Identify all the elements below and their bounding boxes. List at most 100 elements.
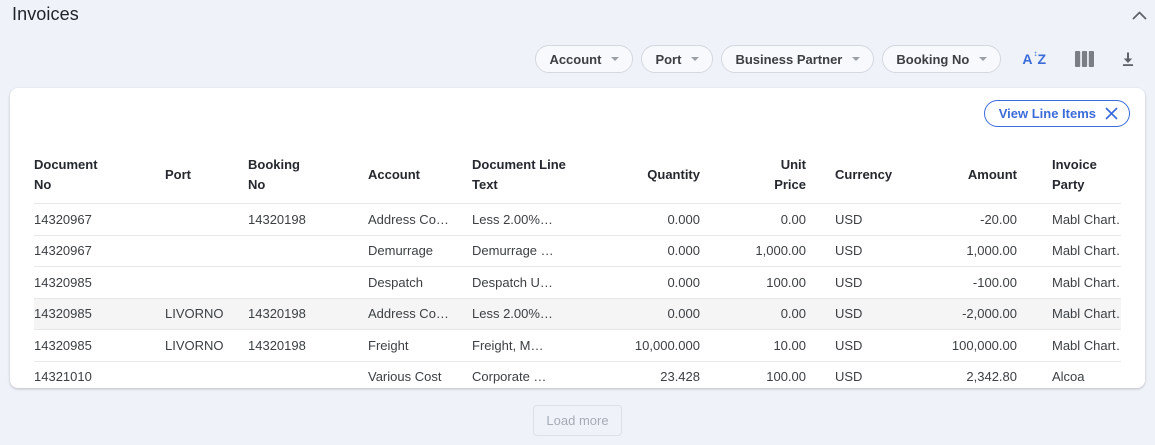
cell-document_line_text: Corporate …	[472, 369, 547, 385]
cell-unit_price: 100.00	[766, 369, 806, 385]
column-header-amount: Amount	[967, 167, 1017, 182]
cell-port	[165, 235, 248, 267]
table-row[interactable]: 14320985 Despatch Despatch U… 0.000 100.00 US…	[34, 266, 1121, 299]
download-button[interactable]	[1120, 47, 1136, 71]
cell-currency: USD	[835, 211, 863, 227]
invoices-table: Document No Port Booking No Account Document L…	[34, 147, 1121, 392]
filter-account[interactable]: Account	[535, 45, 634, 73]
column-header-port: Port	[165, 167, 191, 182]
cell-booking_no: 14320198	[248, 306, 306, 322]
filter-label: Booking No	[896, 51, 970, 67]
cell-currency: USD	[835, 243, 863, 259]
cell-unit_price: 100.00	[766, 274, 806, 290]
column-header-document_no: Document No	[34, 157, 98, 192]
cell-port	[165, 267, 248, 299]
cell-document_line_text: Freight, M…	[472, 337, 544, 353]
chevron-up-icon	[1132, 11, 1147, 20]
table-row[interactable]: 14320985 LIVORNO 14320198 Freight Freight, M…	[34, 329, 1121, 362]
cell-amount: -2,000.00	[962, 306, 1017, 322]
filter-label: Port	[655, 51, 682, 67]
cell-amount: -20.00	[980, 211, 1017, 227]
chevron-down-icon	[690, 56, 700, 62]
sort-alpha-icon: A ↕ Z	[1022, 49, 1046, 68]
cell-booking_no: 14320198	[248, 211, 306, 227]
cell-account: Address Co…	[368, 306, 449, 322]
cell-quantity: 0.000	[667, 243, 700, 259]
filter-business-partner[interactable]: Business Partner	[721, 45, 875, 73]
cell-invoice_party: Alcoa	[1052, 369, 1085, 385]
cell-document_no: 14320985	[34, 306, 92, 322]
column-header-booking_no: Booking No	[248, 157, 300, 192]
column-header-document_line_text: Document Line Text	[472, 157, 566, 192]
cell-document_line_text: Less 2.00%…	[472, 306, 553, 322]
cell-port: LIVORNO	[165, 337, 224, 353]
load-more-button[interactable]: Load more	[533, 405, 622, 436]
cell-quantity: 0.000	[667, 306, 700, 322]
cell-booking_no	[248, 361, 368, 392]
table-body: 14320967 14320198 Address Co… Less 2.00%… 0.…	[34, 203, 1121, 393]
filter-booking-no[interactable]: Booking No	[882, 45, 1002, 73]
cell-booking_no	[248, 267, 368, 299]
cell-port: LIVORNO	[165, 306, 224, 322]
cell-booking_no	[248, 235, 368, 267]
cell-amount: 2,342.80	[966, 369, 1017, 385]
cell-quantity: 0.000	[667, 211, 700, 227]
cell-unit_price: 10.00	[773, 337, 806, 353]
table-row[interactable]: 14320985 LIVORNO 14320198 Address Co… Less 2…	[34, 298, 1121, 330]
filter-toolbar: Account Port Business Partner Booking No…	[0, 45, 1136, 73]
cell-quantity: 0.000	[667, 274, 700, 290]
cell-booking_no: 14320198	[248, 337, 306, 353]
cell-amount: 100,000.00	[951, 337, 1017, 353]
table-row[interactable]: 14321010 Various Cost Corporate … 23.428 100…	[34, 361, 1121, 392]
cell-currency: USD	[835, 274, 863, 290]
cell-account: Demurrage	[368, 243, 434, 259]
cell-amount: -100.00	[972, 274, 1017, 290]
column-header-currency: Currency	[835, 167, 893, 182]
view-line-items-button[interactable]: View Line Items	[983, 100, 1130, 127]
chevron-down-icon	[610, 56, 620, 62]
cell-port	[165, 204, 248, 236]
close-icon	[1105, 107, 1118, 120]
view-line-items-label: View Line Items	[998, 106, 1096, 121]
cell-invoice_party: Mabl Chart…	[1052, 306, 1121, 322]
sort-alpha-button[interactable]: A ↕ Z	[1022, 47, 1046, 71]
cell-document_no: 14320967	[34, 243, 92, 259]
cell-unit_price: 0.00	[780, 306, 806, 322]
cell-document_line_text: Despatch U…	[472, 274, 553, 290]
table-row[interactable]: 14320967 Demurrage Demurrage … 0.000 1,000.0…	[34, 235, 1121, 267]
cell-unit_price: 0.00	[780, 211, 806, 227]
filter-label: Account	[549, 51, 602, 67]
column-header-account: Account	[368, 167, 420, 182]
cell-document_no: 14321010	[34, 369, 92, 385]
column-header-unit_price: Unit Price	[774, 157, 806, 192]
page-title: Invoices	[12, 4, 79, 24]
cell-invoice_party: Mabl Chart…	[1052, 211, 1121, 227]
cell-amount: 1,000.00	[966, 243, 1017, 259]
collapse-section-button[interactable]	[1130, 7, 1148, 23]
table-row[interactable]: 14320967 14320198 Address Co… Less 2.00%… 0.…	[34, 203, 1121, 236]
cell-currency: USD	[835, 369, 863, 385]
cell-account: Address Co…	[368, 211, 449, 227]
cell-port	[165, 361, 248, 392]
cell-document_line_text: Demurrage …	[472, 243, 554, 259]
cell-currency: USD	[835, 337, 863, 353]
cell-invoice_party: Mabl Chart…	[1052, 274, 1121, 290]
cell-currency: USD	[835, 306, 863, 322]
filter-label: Business Partner	[735, 51, 843, 67]
cell-account: Despatch	[368, 274, 423, 290]
cell-quantity: 23.428	[660, 369, 700, 385]
chevron-down-icon	[978, 56, 988, 62]
table-header: Document No Port Booking No Account Document L…	[34, 147, 1121, 204]
cell-unit_price: 1,000.00	[755, 243, 806, 259]
cell-account: Freight	[368, 337, 409, 353]
filter-port[interactable]: Port	[641, 45, 714, 73]
cell-document_no: 14320967	[34, 211, 92, 227]
columns-icon	[1075, 51, 1094, 67]
cell-invoice_party: Mabl Chart…	[1052, 337, 1121, 353]
invoices-card: View Line Items Document No Port Booking No A…	[10, 88, 1145, 388]
cell-quantity: 10,000.000	[634, 337, 700, 353]
cell-document_no: 14320985	[34, 337, 92, 353]
chevron-down-icon	[851, 56, 861, 62]
column-header-quantity: Quantity	[647, 167, 700, 182]
columns-button[interactable]	[1075, 47, 1094, 71]
